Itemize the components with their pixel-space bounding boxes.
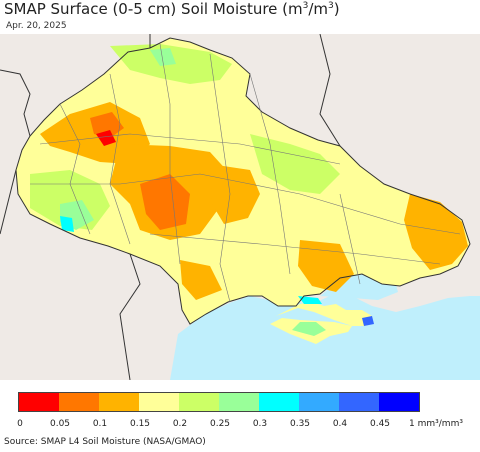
legend-swatch-2 [99, 393, 139, 411]
source-caption: Source: SMAP L4 Soil Moisture (NASA/GMAO… [4, 437, 206, 447]
legend-color-bar [18, 392, 420, 412]
legend-swatch-7 [299, 393, 339, 411]
legend-swatch-5 [219, 393, 259, 411]
legend-tick-label: 0.2 [172, 419, 188, 429]
map-date: Apr. 20, 2025 [6, 21, 67, 31]
moisture-patches [30, 44, 468, 336]
legend-swatch-1 [59, 393, 99, 411]
legend-tick-label: 0.05 [49, 419, 71, 429]
soil-moisture-map [0, 34, 480, 380]
legend-swatch-3 [139, 393, 179, 411]
legend-tick-label: 0 [17, 419, 23, 429]
legend-swatch-4 [179, 393, 219, 411]
color-legend [18, 392, 420, 412]
legend-tick-label: 0.15 [129, 419, 151, 429]
legend-unit-label: 1 mm³/mm³ [409, 419, 463, 429]
oblast-borders [30, 43, 461, 303]
legend-swatch-0 [19, 393, 59, 411]
legend-tick-label: 0.4 [332, 419, 348, 429]
crimea [270, 302, 372, 344]
legend-swatch-8 [339, 393, 379, 411]
borders [0, 34, 471, 380]
legend-tick-label: 0.3 [252, 419, 268, 429]
legend-tick-label: 0.25 [209, 419, 231, 429]
legend-tick-label: 0.1 [92, 419, 108, 429]
legend-swatch-9 [379, 393, 419, 411]
legend-swatch-6 [259, 393, 299, 411]
legend-ticks: 0 0.05 0.1 0.15 0.2 0.25 0.3 0.35 0.4 0.45 1 mm³/m… [17, 419, 478, 433]
legend-tick-label: 0.35 [289, 419, 311, 429]
map-title: SMAP Surface (0-5 cm) Soil Moisture (m3/… [4, 0, 340, 18]
legend-tick-label: 0.45 [369, 419, 391, 429]
